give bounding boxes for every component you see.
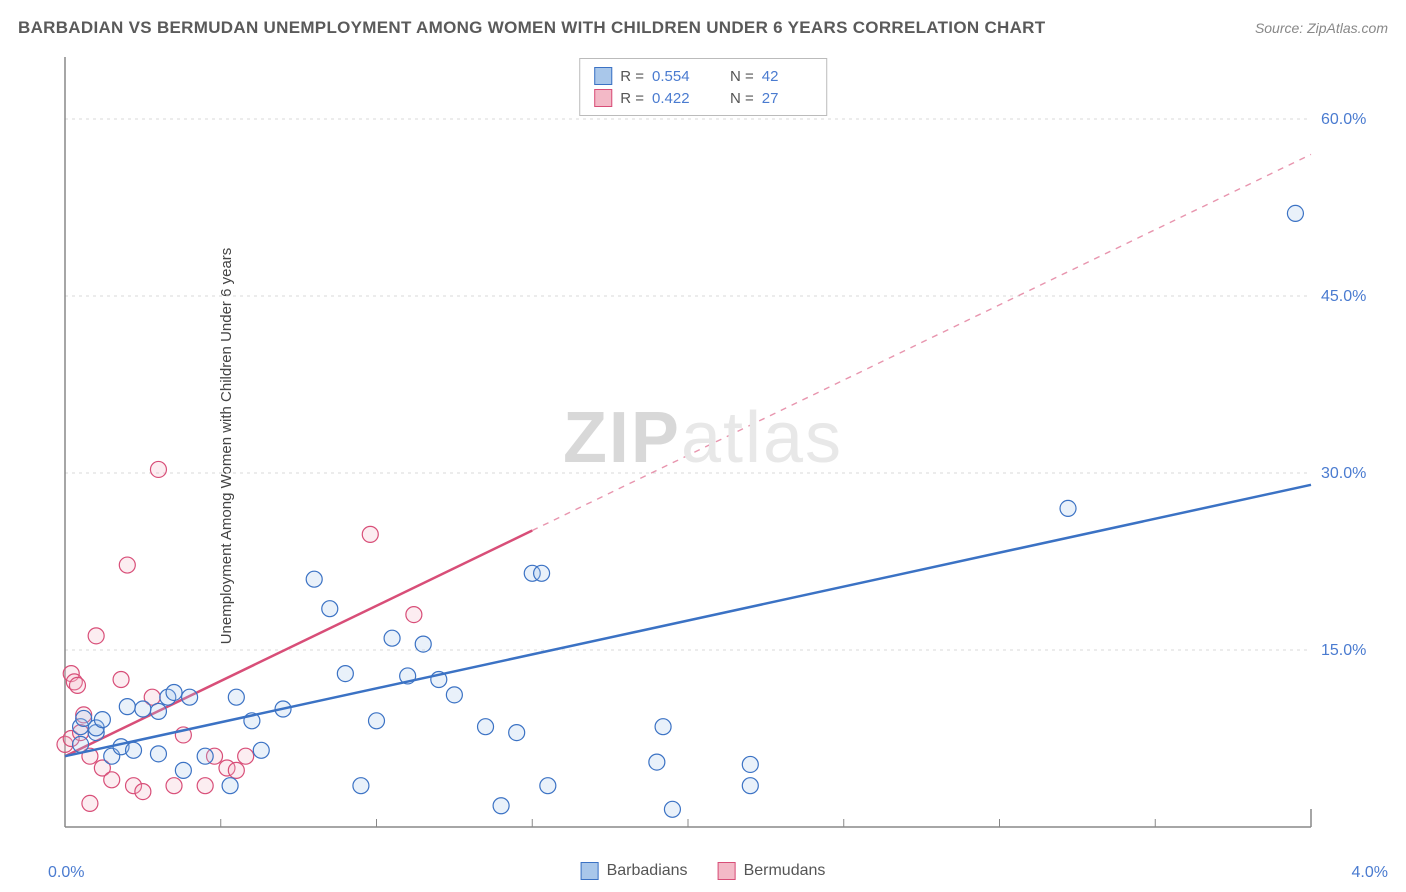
chart-container: BARBADIAN VS BERMUDAN UNEMPLOYMENT AMONG…: [0, 0, 1406, 892]
legend-stats-row: R = 0.422 N = 27: [594, 87, 812, 109]
source-label: Source: ZipAtlas.com: [1255, 20, 1388, 36]
y-tick-label: 30.0%: [1321, 465, 1366, 482]
legend-n-value: 27: [762, 90, 812, 107]
legend-n-label: N =: [730, 68, 754, 85]
legend-series: Barbadians Bermudans: [581, 862, 826, 880]
legend-n-value: 42: [762, 68, 812, 85]
x-tick-label: 0.0%: [48, 864, 84, 882]
legend-n-label: N =: [730, 90, 754, 107]
y-tick-label: 60.0%: [1321, 111, 1366, 128]
chart-title: BARBADIAN VS BERMUDAN UNEMPLOYMENT AMONG…: [18, 18, 1045, 38]
legend-r-label: R =: [620, 68, 644, 85]
legend-item-barbadians: Barbadians: [581, 862, 688, 880]
legend-label: Bermudans: [744, 862, 826, 880]
legend-r-value: 0.422: [652, 90, 702, 107]
plot-area: 15.0% 30.0% 45.0% 60.0%: [55, 55, 1386, 842]
legend-swatch-pink: [718, 862, 736, 880]
legend-swatch-pink: [594, 89, 612, 107]
legend-swatch-blue: [594, 67, 612, 85]
legend-stats-row: R = 0.554 N = 42: [594, 65, 812, 87]
legend-swatch-blue: [581, 862, 599, 880]
legend-item-bermudans: Bermudans: [718, 862, 826, 880]
header: BARBADIAN VS BERMUDAN UNEMPLOYMENT AMONG…: [18, 18, 1388, 38]
y-tick-label: 45.0%: [1321, 288, 1366, 305]
legend-r-value: 0.554: [652, 68, 702, 85]
legend-r-label: R =: [620, 90, 644, 107]
y-tick-label: 15.0%: [1321, 642, 1366, 659]
legend-stats: R = 0.554 N = 42 R = 0.422 N = 27: [579, 58, 827, 116]
x-tick-label: 4.0%: [1352, 864, 1388, 882]
legend-label: Barbadians: [607, 862, 688, 880]
scatter-svg: 15.0% 30.0% 45.0% 60.0%: [55, 55, 1386, 842]
